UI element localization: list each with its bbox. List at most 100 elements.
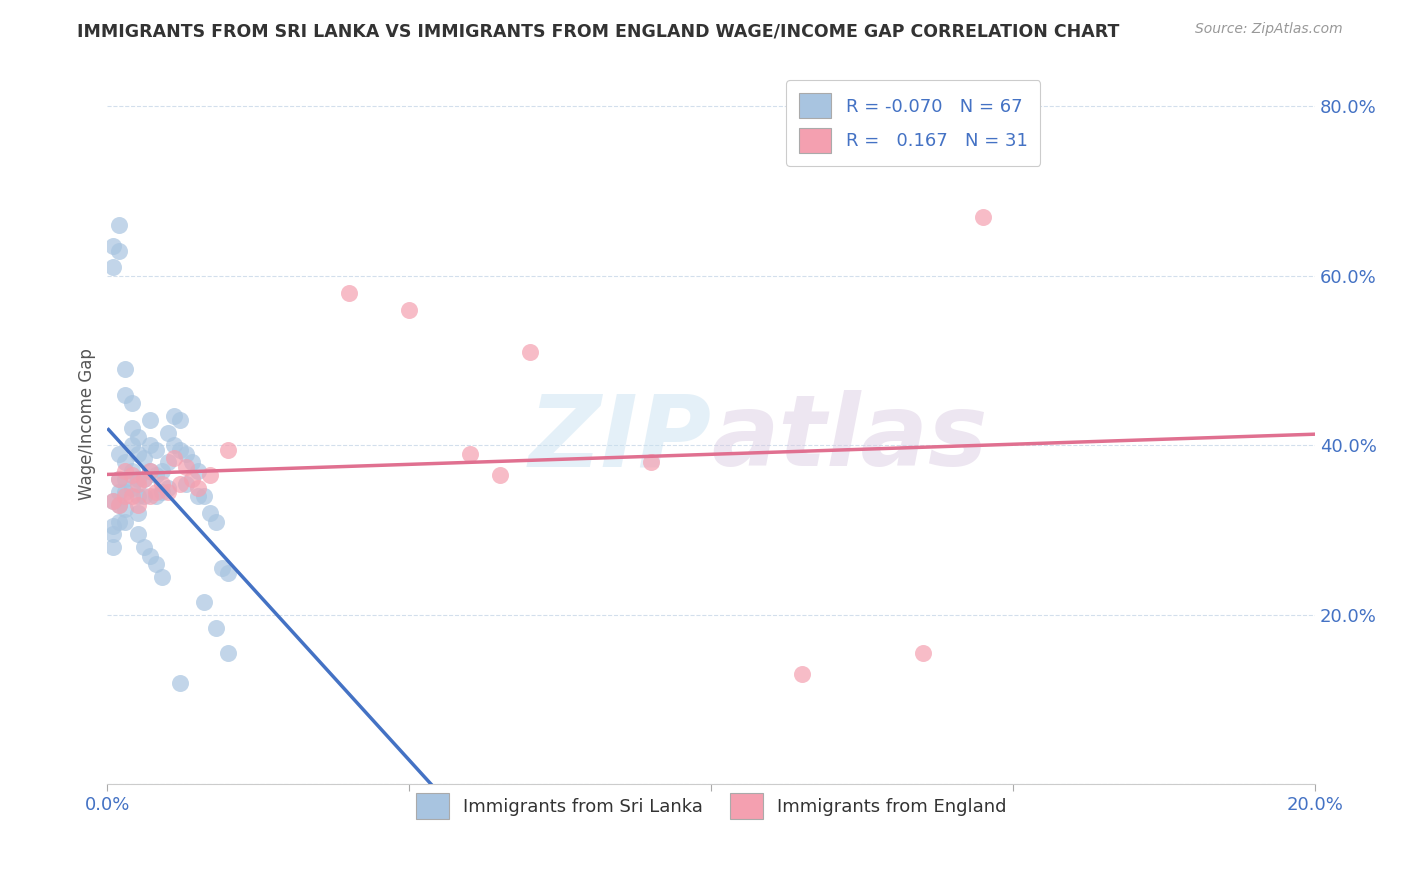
Point bbox=[972, 210, 994, 224]
Point bbox=[181, 472, 204, 486]
Point bbox=[145, 485, 167, 500]
Point bbox=[132, 472, 155, 486]
Text: IMMIGRANTS FROM SRI LANKA VS IMMIGRANTS FROM ENGLAND WAGE/INCOME GAP CORRELATION: IMMIGRANTS FROM SRI LANKA VS IMMIGRANTS … bbox=[77, 22, 1119, 40]
Point bbox=[337, 285, 360, 300]
Point bbox=[103, 260, 125, 275]
Point bbox=[174, 476, 197, 491]
Point bbox=[108, 498, 131, 512]
Point bbox=[127, 506, 149, 520]
Point bbox=[169, 413, 191, 427]
Point bbox=[217, 442, 239, 457]
Point bbox=[187, 481, 209, 495]
Point bbox=[114, 472, 136, 486]
Point bbox=[127, 472, 149, 486]
Point bbox=[163, 451, 186, 466]
Point bbox=[127, 489, 149, 503]
Point bbox=[205, 621, 228, 635]
Point bbox=[193, 595, 215, 609]
Point bbox=[169, 442, 191, 457]
Point bbox=[108, 218, 131, 232]
Point bbox=[103, 527, 125, 541]
Point bbox=[121, 468, 143, 483]
Point bbox=[114, 489, 136, 503]
Point bbox=[114, 455, 136, 469]
Point bbox=[640, 455, 662, 469]
Point bbox=[114, 515, 136, 529]
Point bbox=[174, 447, 197, 461]
Point bbox=[198, 506, 221, 520]
Point bbox=[108, 472, 131, 486]
Point bbox=[138, 549, 160, 563]
Point bbox=[132, 451, 155, 466]
Point bbox=[127, 498, 149, 512]
Point bbox=[108, 498, 131, 512]
Point bbox=[108, 447, 131, 461]
Point bbox=[156, 485, 179, 500]
Point bbox=[103, 239, 125, 253]
Point bbox=[163, 438, 186, 452]
Point bbox=[181, 455, 204, 469]
Point bbox=[127, 430, 149, 444]
Point bbox=[217, 646, 239, 660]
Point bbox=[145, 557, 167, 571]
Point bbox=[121, 438, 143, 452]
Point bbox=[187, 489, 209, 503]
Point bbox=[138, 464, 160, 478]
Point bbox=[198, 468, 221, 483]
Point bbox=[163, 409, 186, 423]
Point bbox=[145, 489, 167, 503]
Point bbox=[114, 485, 136, 500]
Point bbox=[121, 396, 143, 410]
Y-axis label: Wage/Income Gap: Wage/Income Gap bbox=[79, 348, 96, 500]
Point bbox=[108, 485, 131, 500]
Point bbox=[205, 515, 228, 529]
Point bbox=[121, 489, 143, 503]
Point bbox=[108, 515, 131, 529]
Text: ZIP: ZIP bbox=[529, 390, 711, 487]
Point bbox=[145, 442, 167, 457]
Point bbox=[132, 489, 155, 503]
Point bbox=[519, 345, 541, 359]
Point bbox=[489, 468, 512, 483]
Point bbox=[103, 493, 125, 508]
Point bbox=[187, 464, 209, 478]
Point bbox=[458, 447, 481, 461]
Point bbox=[114, 464, 136, 478]
Point bbox=[108, 472, 131, 486]
Point bbox=[169, 476, 191, 491]
Point bbox=[114, 387, 136, 401]
Point bbox=[150, 485, 173, 500]
Point bbox=[145, 468, 167, 483]
Point bbox=[156, 481, 179, 495]
Point bbox=[132, 472, 155, 486]
Text: atlas: atlas bbox=[711, 390, 988, 487]
Point bbox=[114, 502, 136, 516]
Point bbox=[121, 464, 143, 478]
Point bbox=[138, 438, 160, 452]
Point bbox=[121, 481, 143, 495]
Point bbox=[156, 425, 179, 440]
Point bbox=[127, 476, 149, 491]
Legend: Immigrants from Sri Lanka, Immigrants from England: Immigrants from Sri Lanka, Immigrants fr… bbox=[409, 786, 1014, 826]
Point bbox=[108, 244, 131, 258]
Point bbox=[138, 464, 160, 478]
Point bbox=[790, 667, 813, 681]
Point bbox=[127, 527, 149, 541]
Point bbox=[150, 476, 173, 491]
Text: Source: ZipAtlas.com: Source: ZipAtlas.com bbox=[1195, 22, 1343, 37]
Point bbox=[150, 570, 173, 584]
Point bbox=[169, 675, 191, 690]
Point bbox=[193, 489, 215, 503]
Point bbox=[156, 455, 179, 469]
Point bbox=[211, 561, 233, 575]
Point bbox=[127, 447, 149, 461]
Point bbox=[103, 540, 125, 554]
Point bbox=[217, 566, 239, 580]
Point bbox=[103, 519, 125, 533]
Point bbox=[121, 421, 143, 435]
Point bbox=[174, 459, 197, 474]
Point bbox=[103, 493, 125, 508]
Point bbox=[398, 302, 420, 317]
Point bbox=[150, 464, 173, 478]
Point bbox=[114, 362, 136, 376]
